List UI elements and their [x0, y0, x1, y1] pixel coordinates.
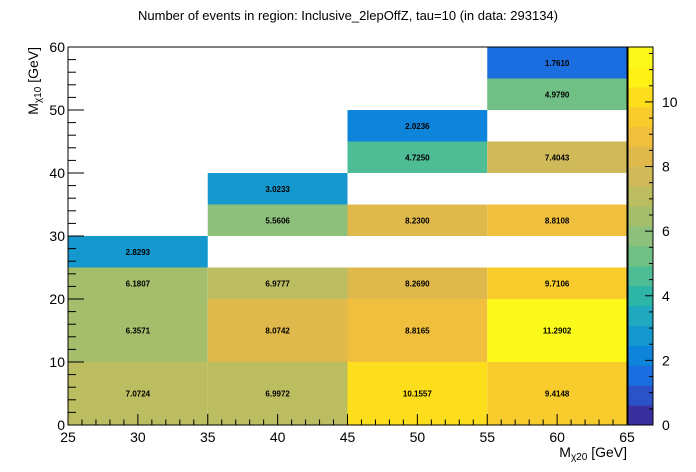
color-scale-band: [628, 405, 653, 426]
heatmap-cell: [68, 236, 208, 268]
color-scale-band: [628, 265, 653, 287]
color-scale-band: [628, 186, 653, 207]
color-scale-tick-label: 2: [662, 352, 670, 368]
color-scale-band: [628, 86, 653, 108]
color-scale-tick-label: 8: [662, 159, 670, 175]
cell-value-label: 11.2902: [543, 327, 572, 336]
cell-value-label: 9.4148: [545, 390, 570, 399]
heatmap-cell: [347, 267, 488, 299]
cell-value-label: 3.0233: [265, 185, 290, 194]
chart-title: Number of events in region: Inclusive_2l…: [138, 8, 558, 23]
cell-value-label: 7.4043: [545, 153, 570, 162]
cell-value-label: 6.3571: [126, 327, 151, 336]
cell-value-label: 4.7250: [405, 153, 430, 162]
y-tick-label: 60: [49, 39, 65, 55]
heatmap-cell: [487, 299, 627, 362]
cell-value-label: 8.0742: [265, 327, 290, 336]
cell-value-label: 2.0236: [405, 122, 430, 131]
color-scale-band: [628, 206, 653, 227]
heatmap-cell: [207, 267, 348, 299]
y-axis: 0 10 20 30 40 50 60: [49, 39, 84, 433]
color-scale-band: [628, 305, 653, 327]
color-scale-band: [628, 126, 653, 147]
cell-value-label: 7.0724: [126, 390, 151, 399]
x-tick-label: 60: [549, 429, 565, 445]
heatmap-cell: [207, 173, 348, 205]
heatmap-cell: [487, 78, 627, 110]
y-tick-label: 30: [49, 228, 65, 244]
color-scale-band: [628, 285, 653, 307]
cell-value-label: 6.9777: [265, 279, 290, 288]
x-axis-label: Mχ20 [GeV]: [559, 444, 627, 463]
color-scale-tick-label: 4: [662, 288, 670, 304]
heatmap-cell: [207, 299, 348, 362]
y-axis-label: Mχ10 [GeV]: [25, 47, 44, 115]
heatmap-cell-labels: 7.0724 6.9972 10.1557 9.4148 6.3571 8.0742 8.8…: [126, 59, 572, 399]
cell-value-label: 6.9972: [265, 390, 290, 399]
cell-value-label: 4.9790: [545, 90, 570, 99]
color-scale-band: [628, 325, 653, 346]
heatmap-cell: [347, 110, 488, 142]
x-tick-label: 30: [130, 429, 146, 445]
heatmap-cell: [487, 141, 627, 173]
x-tick-label: 40: [270, 429, 286, 445]
heatmap-cells: [68, 47, 627, 425]
heatmap-cell: [487, 47, 627, 79]
x-axis-label-unit: [GeV]: [587, 444, 627, 460]
y-axis-label-sub: χ10: [33, 86, 44, 103]
color-scale-tick-label: 10: [662, 94, 678, 110]
cell-value-label: 1.7610: [545, 59, 570, 68]
y-axis-label-main: M: [25, 103, 41, 115]
cell-value-label: 10.1557: [403, 390, 432, 399]
x-tick-label: 45: [340, 429, 356, 445]
heatmap-cell: [487, 267, 627, 299]
x-tick-label: 35: [200, 429, 216, 445]
heatmap-cell: [347, 204, 488, 236]
y-tick-label: 40: [49, 165, 65, 181]
color-scale-band: [628, 385, 653, 406]
color-scale-band: [628, 47, 653, 68]
y-tick-label: 0: [57, 417, 65, 433]
cell-value-label: 8.2690: [405, 279, 430, 288]
heatmap-cell: [207, 204, 348, 236]
cell-value-label: 8.2300: [405, 216, 430, 225]
color-scale-band: [628, 66, 653, 88]
color-scale-band: [628, 106, 653, 128]
color-scale-band: [628, 365, 653, 386]
x-axis: 25 30 35 40 45 50 55 60 65: [60, 414, 635, 445]
x-tick-label: 55: [479, 429, 495, 445]
y-tick-label: 50: [49, 102, 65, 118]
x-axis-label-main: M: [559, 444, 571, 460]
color-scale-tick-label: 0: [662, 417, 670, 433]
cell-value-label: 8.8165: [405, 327, 430, 336]
cell-value-label: 2.8293: [126, 248, 151, 257]
heatmap-cell: [347, 141, 488, 173]
color-scale-band: [628, 245, 653, 267]
color-scale: 0 2 4 6 8 10: [627, 46, 678, 433]
heatmap-cell: [68, 267, 208, 299]
y-tick-label: 20: [49, 291, 65, 307]
cell-value-label: 5.5606: [265, 216, 290, 225]
color-scale-band: [628, 146, 653, 167]
y-tick-label: 10: [49, 354, 65, 370]
color-scale-tick-label: 6: [662, 223, 670, 239]
color-scale-band: [628, 345, 653, 366]
heatmap-cell: [68, 299, 208, 362]
cell-value-label: 8.8108: [545, 216, 570, 225]
x-tick-label: 65: [619, 429, 635, 445]
x-axis-label-sub: χ20: [571, 452, 588, 463]
color-scale-band: [628, 226, 653, 247]
heatmap-cell: [487, 204, 627, 236]
cell-value-label: 6.1807: [126, 279, 151, 288]
heatmap-cell: [347, 299, 488, 362]
color-scale-band: [628, 166, 653, 187]
cell-value-label: 9.7106: [545, 279, 570, 288]
color-scale-frame: [627, 46, 654, 426]
x-tick-label: 25: [60, 429, 76, 445]
x-tick-label: 50: [410, 429, 426, 445]
y-axis-label-unit: [GeV]: [25, 47, 41, 87]
